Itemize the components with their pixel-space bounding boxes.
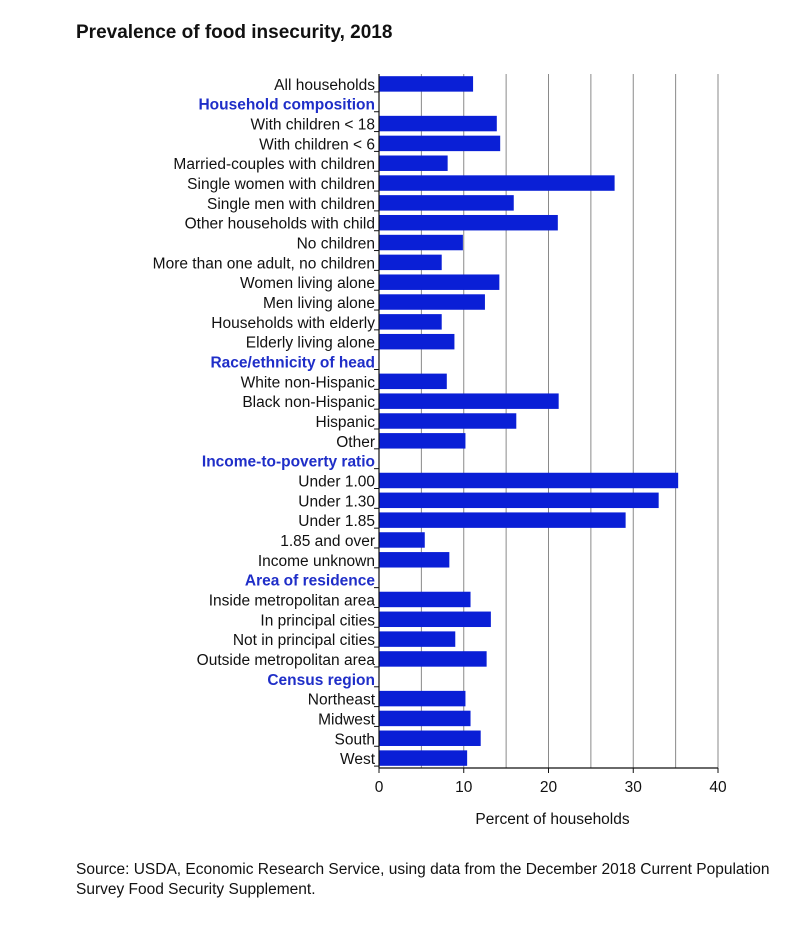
chart-title: Prevalence of food insecurity, 2018 bbox=[76, 22, 393, 43]
category-label: Other households with child bbox=[185, 216, 375, 233]
bar bbox=[379, 254, 442, 271]
category-label: Under 1.00 bbox=[298, 473, 375, 490]
category-label: Under 1.85 bbox=[298, 513, 375, 530]
category-label: Under 1.30 bbox=[298, 493, 375, 510]
bar bbox=[379, 413, 517, 429]
bar bbox=[379, 710, 471, 727]
group-header: Area of residence bbox=[245, 573, 375, 590]
group-header: Household composition bbox=[198, 97, 375, 114]
bar bbox=[379, 175, 615, 191]
bar bbox=[379, 591, 471, 608]
group-header: Income-to-poverty ratio bbox=[202, 454, 375, 471]
category-label: Single men with children bbox=[207, 196, 375, 213]
x-tick-label: 20 bbox=[540, 779, 558, 796]
category-label: South bbox=[334, 731, 375, 748]
category-label: Elderly living alone bbox=[246, 335, 375, 352]
bar bbox=[379, 155, 448, 171]
x-axis-title: Percent of households bbox=[475, 811, 629, 828]
category-labels: All households Household composition With … bbox=[153, 77, 379, 768]
category-label: More than one adult, no children bbox=[153, 255, 375, 272]
bar bbox=[379, 314, 442, 330]
bar bbox=[379, 76, 474, 92]
bars bbox=[379, 76, 679, 766]
x-axis: 0 10 20 30 40 Percent of households bbox=[375, 74, 727, 828]
category-label: Households with elderly bbox=[211, 315, 375, 332]
category-label: White non-Hispanic bbox=[241, 374, 376, 391]
category-label: Northeast bbox=[308, 692, 376, 709]
category-label: Married-couples with children bbox=[173, 156, 375, 173]
category-label: Hispanic bbox=[316, 414, 376, 431]
bar bbox=[379, 373, 447, 390]
bar bbox=[379, 135, 501, 152]
category-label: With children < 6 bbox=[259, 136, 375, 153]
bar bbox=[379, 433, 466, 449]
category-label: Men living alone bbox=[263, 295, 375, 312]
source-note: Source: USDA, Economic Research Service,… bbox=[76, 861, 770, 898]
bar bbox=[379, 195, 514, 211]
category-label: All households bbox=[274, 77, 375, 94]
bar bbox=[379, 690, 466, 707]
x-tick-label: 0 bbox=[375, 779, 384, 796]
bar bbox=[379, 274, 500, 290]
bar bbox=[379, 631, 456, 647]
category-label: Outside metropolitan area bbox=[197, 652, 376, 669]
category-label: Women living alone bbox=[240, 275, 375, 292]
category-label: No children bbox=[297, 236, 375, 253]
x-tick-label: 30 bbox=[625, 779, 643, 796]
category-label: West bbox=[340, 751, 376, 768]
bar bbox=[379, 294, 485, 310]
category-label: In principal cities bbox=[260, 612, 375, 629]
bar bbox=[379, 333, 455, 350]
bar bbox=[379, 611, 491, 628]
bar bbox=[379, 393, 559, 409]
category-label: Midwest bbox=[318, 711, 376, 728]
category-label: Not in principal cities bbox=[233, 632, 375, 649]
bar bbox=[379, 750, 468, 766]
x-tick-label: 40 bbox=[709, 779, 727, 796]
category-label: Single women with children bbox=[187, 176, 375, 193]
bar bbox=[379, 492, 659, 509]
group-header: Census region bbox=[267, 672, 375, 689]
category-label: Inside metropolitan area bbox=[209, 592, 376, 609]
category-label: With children < 18 bbox=[251, 117, 376, 134]
bar bbox=[379, 472, 679, 489]
bar bbox=[379, 532, 425, 548]
bar bbox=[379, 234, 463, 251]
category-label: 1.85 and over bbox=[280, 533, 375, 550]
category-label: Income unknown bbox=[258, 553, 375, 570]
category-label: Other bbox=[336, 434, 375, 451]
bar bbox=[379, 214, 558, 231]
bar bbox=[379, 512, 626, 528]
bar bbox=[379, 115, 497, 132]
category-label: Black non-Hispanic bbox=[242, 394, 375, 411]
bar bbox=[379, 552, 450, 568]
group-header: Race/ethnicity of head bbox=[210, 355, 375, 372]
bar bbox=[379, 730, 481, 746]
x-tick-label: 10 bbox=[455, 779, 473, 796]
bar bbox=[379, 651, 487, 667]
